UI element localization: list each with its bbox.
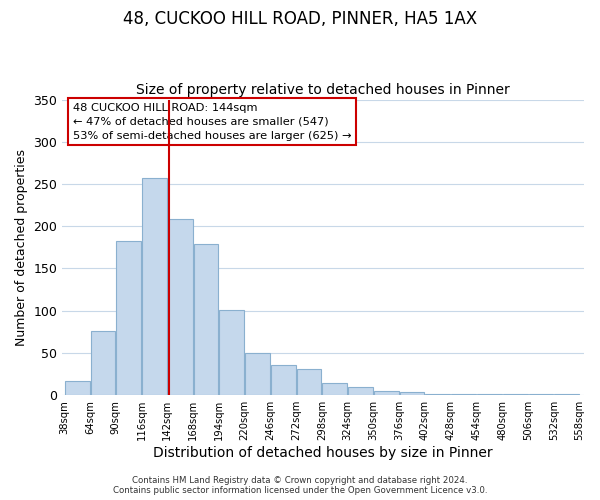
Bar xyxy=(245,353,270,395)
Bar xyxy=(348,387,373,395)
Bar xyxy=(65,381,89,395)
X-axis label: Distribution of detached houses by size in Pinner: Distribution of detached houses by size … xyxy=(153,446,493,460)
Bar xyxy=(91,331,115,395)
Bar xyxy=(554,394,579,395)
Bar xyxy=(477,394,502,395)
Bar xyxy=(168,218,193,395)
Bar xyxy=(400,392,424,395)
Bar xyxy=(503,394,527,395)
Bar xyxy=(194,244,218,395)
Bar xyxy=(425,394,450,395)
Text: 48 CUCKOO HILL ROAD: 144sqm
← 47% of detached houses are smaller (547)
53% of se: 48 CUCKOO HILL ROAD: 144sqm ← 47% of det… xyxy=(73,102,351,141)
Bar xyxy=(374,391,399,395)
Bar xyxy=(451,394,476,395)
Bar xyxy=(271,365,296,395)
Bar xyxy=(296,369,322,395)
Bar xyxy=(116,240,141,395)
Y-axis label: Number of detached properties: Number of detached properties xyxy=(15,149,28,346)
Bar xyxy=(142,178,167,395)
Bar xyxy=(220,310,244,395)
Text: 48, CUCKOO HILL ROAD, PINNER, HA5 1AX: 48, CUCKOO HILL ROAD, PINNER, HA5 1AX xyxy=(123,10,477,28)
Bar xyxy=(529,394,553,395)
Text: Contains HM Land Registry data © Crown copyright and database right 2024.
Contai: Contains HM Land Registry data © Crown c… xyxy=(113,476,487,495)
Bar xyxy=(322,384,347,395)
Title: Size of property relative to detached houses in Pinner: Size of property relative to detached ho… xyxy=(136,83,510,97)
